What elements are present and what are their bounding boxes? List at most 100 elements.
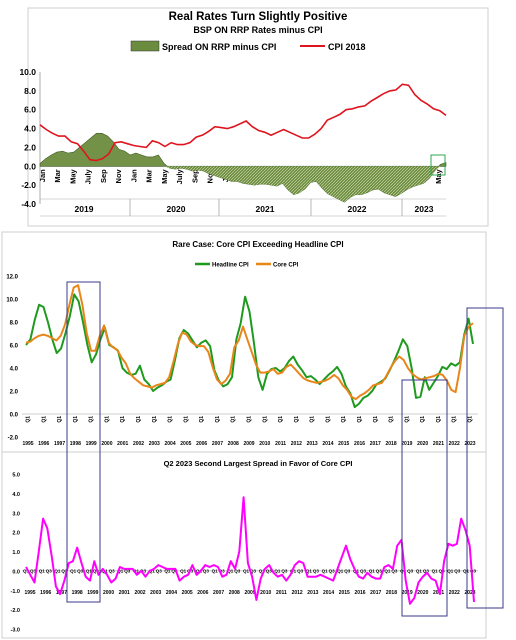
chart3-title: Q2 2023 Second Largest Spread in Favor o… (164, 459, 353, 468)
chart3-y-tick-label: 4.0 (12, 492, 20, 498)
chart2-year-label: 2018 (386, 441, 397, 447)
chart3-quarter-tick-label: Q1 (337, 568, 344, 573)
chart3-quarter-tick-label: Q1 (259, 568, 266, 573)
chart3-quarter-tick-label: Q3 (329, 568, 336, 573)
chart1-year-label: 2019 (75, 204, 94, 214)
chart2-year-label: 1999 (86, 441, 97, 447)
chart3-year-label: 2013 (307, 590, 318, 596)
chart1-month-tick-label: Sep (99, 169, 108, 183)
chart1-month-tick-label: May (434, 168, 443, 183)
chart1-month-tick-label: Sep (190, 169, 199, 183)
chart2-quarter-tick-label: Q1 (183, 416, 189, 423)
chart2-year-label: 2006 (196, 441, 207, 447)
chart1-month-tick-label: Jan (38, 169, 47, 182)
chart3-quarter-tick-label: Q3 (46, 568, 53, 573)
chart3-quarter-tick-label: Q1 (39, 568, 46, 573)
chart3-quarter-tick-label: Q3 (109, 568, 116, 573)
chart2-year-label: 2003 (149, 441, 160, 447)
chart2-year-label: 2015 (338, 441, 349, 447)
chart2-quarter-tick-label: Q1 (73, 416, 79, 423)
chart2-year-label: 2005 (180, 441, 191, 447)
chart3-year-label: 2006 (197, 590, 208, 596)
highlight-boxes (66, 154, 504, 617)
chart2-year-label: 2009 (243, 441, 254, 447)
chart3-quarter-tick-label: Q3 (171, 568, 178, 573)
chart3-quarter-tick-label: Q3 (93, 568, 100, 573)
chart1-y-tick-label: -2.0 (21, 180, 36, 190)
chart3-y-tick-label: 0.0 (12, 569, 20, 575)
chart3-year-label: 2011 (276, 590, 287, 596)
chart3-year-label: 2004 (166, 590, 177, 596)
chart3-quarter-tick-label: Q1 (180, 568, 187, 573)
chart1-year-label: 2022 (348, 204, 367, 214)
chart2-quarter-tick-label: Q1 (104, 416, 110, 423)
chart1-y-tick-label: 2.0 (24, 142, 36, 152)
chart3-quarter-tick-label: Q3 (124, 568, 131, 573)
chart2-y-tick-label: 2.0 (10, 390, 19, 396)
chart1-month-tick-label: May (68, 168, 77, 183)
chart-real-rates: Real Rates Turn Slightly Positive BSP ON… (19, 7, 489, 227)
highlight-box-1998-1999 (66, 281, 101, 603)
chart3-year-label: 2010 (260, 590, 271, 596)
chart2-year-label: 1996 (38, 441, 49, 447)
chart2-quarter-tick-label: Q1 (26, 416, 32, 423)
chart2-quarter-tick-label: Q1 (420, 416, 426, 423)
chart2-quarter-tick-label: Q1 (247, 416, 253, 423)
chart1-month-tick-label: Mar (53, 169, 62, 182)
chart3-year-label: 2012 (292, 590, 303, 596)
chart1-frame (27, 7, 489, 227)
chart3-quarter-tick-label: Q3 (266, 568, 273, 573)
chart3-quarter-tick-label: Q1 (463, 568, 470, 573)
chart3-quarter-tick-label: Q3 (203, 568, 210, 573)
chart1-y-tick-label: 6.0 (24, 105, 36, 115)
chart2-quarter-tick-label: Q1 (294, 416, 300, 423)
chart3-quarter-tick-label: Q3 (30, 568, 37, 573)
chart3-quarter-tick-label: Q3 (77, 568, 84, 573)
chart2-quarter-tick-label: Q1 (136, 416, 142, 423)
chart3-quarter-tick-label: Q3 (250, 568, 257, 573)
chart3-quarter-tick-label: Q3 (454, 568, 461, 573)
chart3-year-label: 2016 (354, 590, 365, 596)
chart2-quarter-tick-label: Q1 (152, 416, 158, 423)
chart2-y-tick-label: -2.0 (8, 436, 19, 442)
chart2-quarter-tick-label: Q1 (341, 416, 347, 423)
chart3-year-label: 2003 (150, 590, 161, 596)
chart2-quarter-tick-label: Q1 (325, 416, 331, 423)
chart3-year-label: 1998 (72, 590, 83, 596)
chart2-legend-label-headline: Headline CPI (212, 263, 249, 269)
chart3-quarter-tick-label: Q1 (227, 568, 234, 573)
chart3-quarter-tick-label: Q3 (140, 568, 147, 573)
chart3-quarter-tick-label: Q1 (416, 568, 423, 573)
chart1-month-tick-label: May (160, 168, 169, 183)
chart3-quarter-tick-label: Q3 (407, 568, 414, 573)
chart2-year-label: 2014 (322, 441, 333, 447)
chart3-quarter-tick-label: Q1 (447, 568, 454, 573)
chart3-quarter-tick-label: Q1 (117, 568, 124, 573)
chart3-year-label: 2014 (323, 590, 334, 596)
chart3-quarter-tick-label: Q3 (61, 568, 68, 573)
chart2-y-tick-label: 10.0 (6, 298, 18, 304)
chart1-series-cpi-line (39, 83, 447, 162)
chart1-month-tick-label: July (175, 168, 184, 184)
chart3-year-label: 2020 (417, 590, 428, 596)
chart3-quarter-tick-label: Q1 (54, 568, 61, 573)
chart3-year-label: 1997 (56, 590, 67, 596)
chart1-y-tick-label: 10.0 (19, 67, 36, 77)
chart3-quarter-tick-label: Q1 (133, 568, 140, 573)
chart1-legend-label-spread: Spread ON RRP minus CPI (162, 42, 276, 52)
chart2-year-label: 2017 (370, 441, 381, 447)
chart2-quarter-tick-label: Q1 (262, 416, 268, 423)
chart1-year-label: 2021 (256, 204, 275, 214)
chart1-subtitle: BSP ON RRP Rates minus CPI (193, 25, 322, 35)
chart3-quarter-tick-label: Q1 (384, 568, 391, 573)
chart3-year-label: 2018 (386, 590, 397, 596)
chart3-plot (25, 496, 475, 605)
chart3-year-label: 2023 (464, 590, 475, 596)
chart3-quarter-tick-label: Q1 (243, 568, 250, 573)
chart2-quarter-tick-label: Q1 (357, 416, 363, 423)
chart2-quarter-tick-label: Q1 (215, 416, 221, 423)
chart3-year-label: 1999 (87, 590, 98, 596)
chart2-year-label: 2023 (464, 441, 475, 447)
chart1-month-tick-label: Nov (206, 168, 215, 183)
